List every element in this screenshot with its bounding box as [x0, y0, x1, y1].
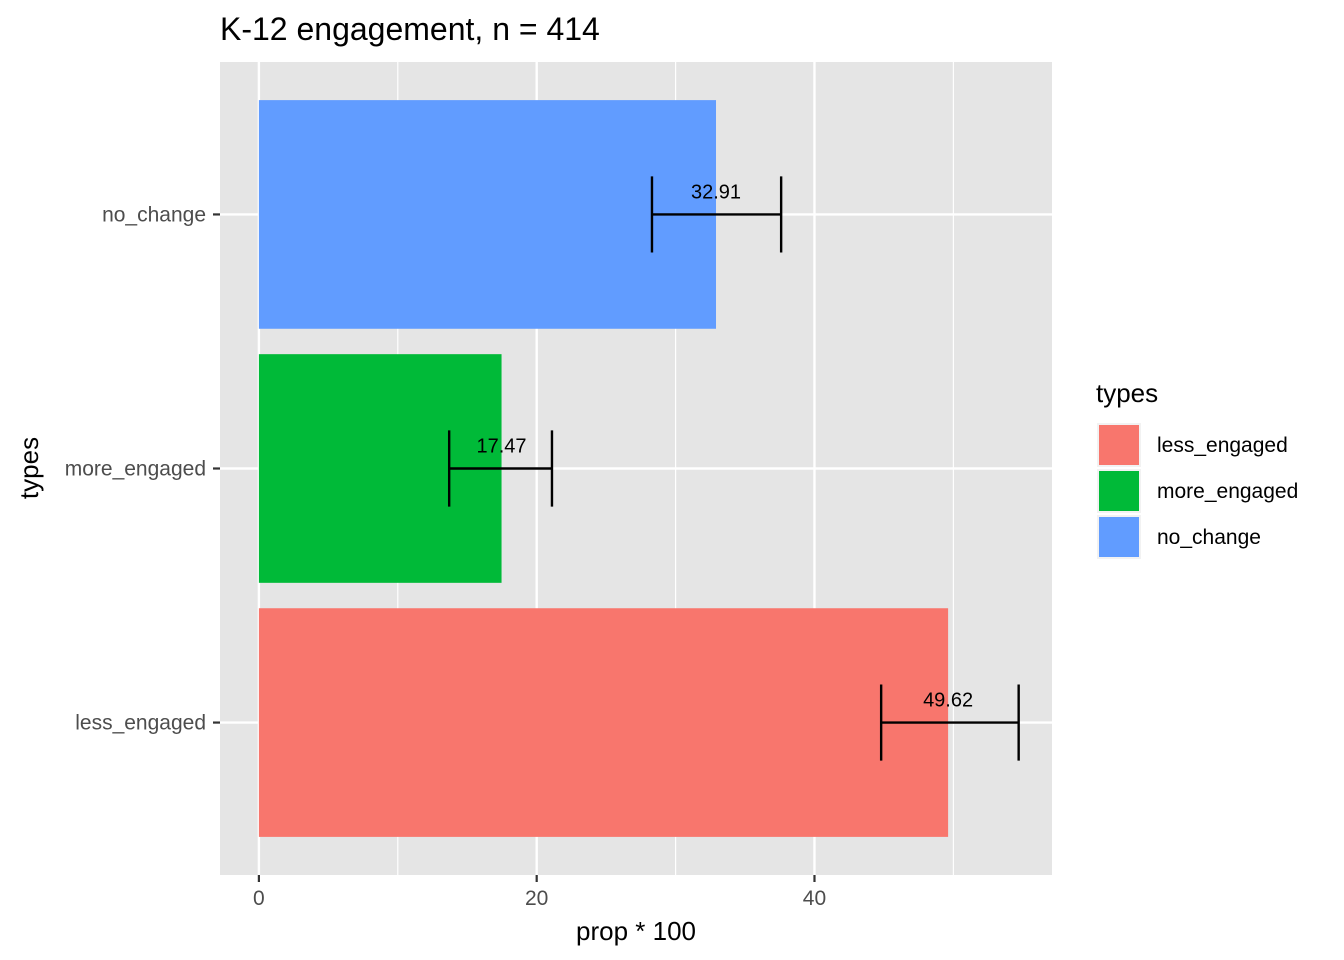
- y-axis: less_engaged more_engaged no_change: [65, 203, 220, 735]
- bar-no-change: [258, 100, 717, 329]
- data-labels: 49.62 17.47 32.91: [477, 181, 974, 711]
- y-axis-title: types: [14, 437, 44, 499]
- legend-label: more_engaged: [1157, 480, 1298, 503]
- bar-less-engaged: [258, 608, 949, 837]
- error-bar-more-engaged: [447, 430, 554, 507]
- legend-items: less_engaged more_engaged no_change: [1097, 423, 1298, 559]
- legend-key-swatch: [1099, 471, 1139, 511]
- data-label-more-engaged: 17.47: [477, 436, 527, 458]
- x-axis: 0 20 40: [253, 875, 826, 910]
- data-label-less-engaged: 49.62: [923, 690, 973, 712]
- legend-label: no_change: [1157, 526, 1261, 549]
- legend-item-more-engaged: more_engaged: [1097, 469, 1298, 513]
- y-tick-label: more_engaged: [65, 458, 206, 481]
- data-label-no-change: 32.91: [691, 181, 741, 203]
- error-bar-less-engaged: [879, 684, 1020, 761]
- chart-title: K-12 engagement, n = 414: [220, 11, 600, 47]
- x-tick-label: 40: [803, 887, 826, 910]
- legend-label: less_engaged: [1157, 434, 1288, 457]
- x-tick-label: 20: [525, 887, 548, 910]
- legend-item-less-engaged: less_engaged: [1097, 423, 1288, 467]
- y-tick-label: less_engaged: [75, 712, 206, 735]
- legend: types less_engaged more_engaged no_change: [1096, 378, 1298, 559]
- x-tick-label: 0: [253, 887, 265, 910]
- x-axis-title: prop * 100: [576, 916, 696, 946]
- y-tick-label: no_change: [102, 203, 206, 226]
- error-bars: [447, 176, 1020, 761]
- legend-title: types: [1096, 378, 1158, 408]
- legend-key-swatch: [1099, 517, 1139, 557]
- legend-item-no-change: no_change: [1097, 515, 1261, 559]
- error-bar-no-change: [650, 176, 783, 253]
- legend-key-swatch: [1099, 425, 1139, 465]
